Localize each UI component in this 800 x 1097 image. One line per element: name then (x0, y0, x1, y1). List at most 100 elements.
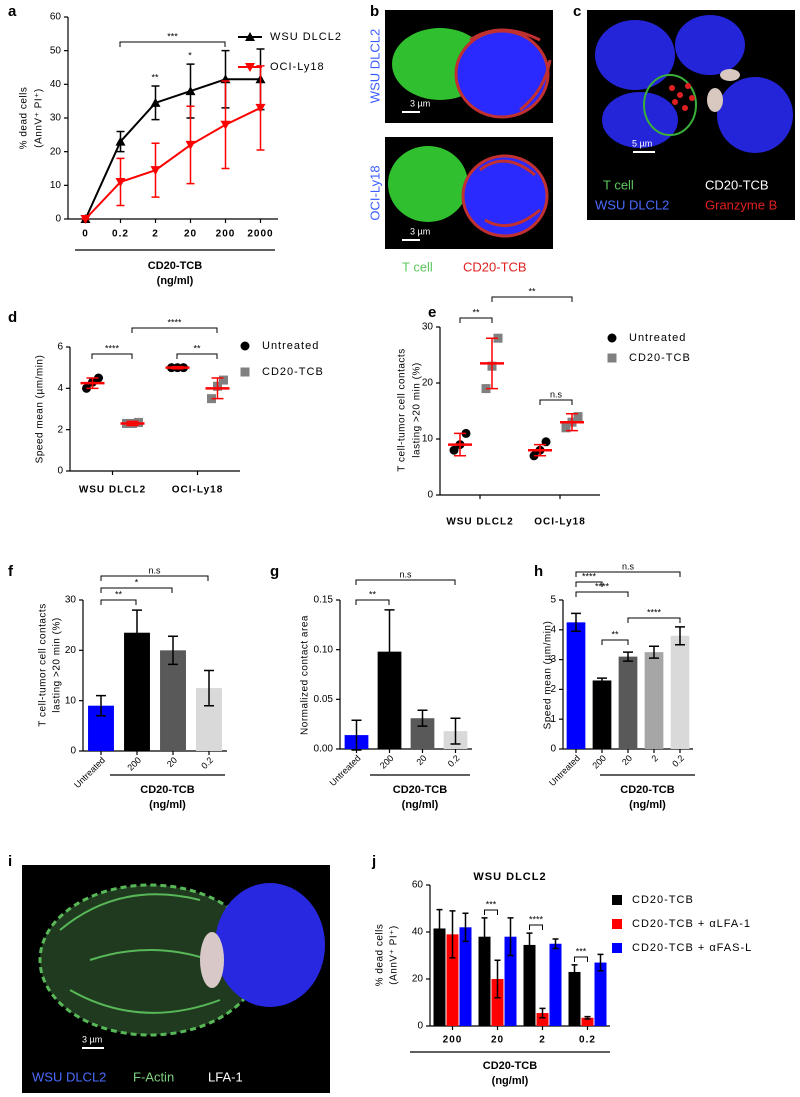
significance-bracket (119, 41, 226, 47)
y-axis-label: % dead cells (19, 87, 30, 150)
image-legend: WSU DLCL2 (32, 1069, 106, 1084)
y-tick-label: 20 (422, 378, 434, 389)
bar (377, 651, 402, 749)
error-bar (486, 337, 498, 390)
panel-letter: b (370, 3, 379, 20)
y-tick-label: 40 (412, 927, 424, 938)
x-tick-label: 0.2 (670, 753, 686, 769)
bar (581, 1017, 594, 1026)
point (219, 375, 228, 385)
panel-letter: j (371, 853, 376, 870)
y-tick-label: 2 (57, 424, 63, 435)
error-bar (211, 377, 224, 400)
bar (459, 927, 472, 1026)
significance-bracket (575, 571, 681, 577)
error-bar (450, 717, 461, 745)
point (561, 423, 571, 433)
x-tick-label: OCI-Ly18 (172, 485, 224, 496)
image-legend: Granzyme B (705, 197, 777, 212)
x-axis-label: (ng/ml) (157, 275, 194, 287)
x-tick-label: 200 (216, 229, 236, 240)
significance-label: **** (529, 914, 544, 924)
point (185, 86, 196, 96)
legend-marker (607, 353, 617, 363)
y-tick-label: 50 (50, 45, 62, 56)
image-legend: T cell (603, 177, 634, 192)
y-axis-label: lasting >20 min (%) (412, 362, 423, 457)
point (80, 215, 91, 224)
y-axis-label: % dead cells (375, 924, 386, 987)
legend-label: CD20-TCB (629, 352, 691, 364)
x-tick-label: WSU DLCL2 (79, 485, 146, 496)
significance-bracket (91, 353, 133, 359)
panel-letter: a (8, 3, 17, 20)
bar (478, 936, 491, 1026)
scale-bar-label: 5 µm (632, 138, 652, 148)
significance-bracket (574, 956, 588, 962)
bar (644, 652, 664, 749)
panel-letter: g (270, 563, 279, 580)
bar (523, 944, 536, 1026)
error-bar (552, 938, 559, 950)
significance-bracket (484, 909, 498, 915)
y-tick-label: 4 (57, 383, 63, 394)
significance-bracket (627, 617, 681, 623)
significance-label: ** (528, 286, 536, 296)
x-axis-label: (ng/ml) (492, 1075, 529, 1087)
significance-label: ** (193, 343, 201, 353)
x-tick-label: 200 (443, 1035, 463, 1046)
y-tick-label: 0 (55, 214, 61, 225)
significance-label: **** (105, 343, 120, 353)
panel-letter: i (8, 853, 12, 870)
x-tick-label: 20 (620, 753, 634, 767)
significance-bracket (529, 924, 543, 930)
y-axis-label: Speed mean (µm/min) (543, 621, 554, 730)
legend-marker (240, 341, 250, 351)
error-bar (126, 420, 139, 427)
y-tick-label: 4 (550, 624, 556, 635)
y-tick-label: 5 (550, 595, 556, 606)
y-axis-label: Normalized contact area (300, 615, 311, 735)
y-tick-label: 0 (70, 746, 76, 757)
error-bar (171, 365, 184, 370)
image-b-bottom (385, 137, 553, 249)
point (115, 177, 126, 187)
legend-marker (607, 333, 617, 343)
error-bar (539, 1007, 546, 1019)
error-bar (454, 432, 466, 457)
error-bar (204, 669, 214, 707)
image-legend: CD20-TCB (705, 177, 769, 192)
point (150, 166, 161, 176)
error-bar (96, 694, 106, 717)
y-tick-label: 10 (65, 695, 77, 706)
bar (592, 680, 612, 749)
error-bar (436, 908, 443, 949)
y-tick-label: 60 (412, 880, 424, 891)
x-tick-label: OCI-Ly18 (534, 517, 586, 528)
image-legend: WSU DLCL2 (595, 197, 669, 212)
significance-label: *** (167, 31, 178, 41)
cell-line-label: OCI-Ly18 (367, 165, 382, 220)
panel-letter: c (573, 3, 581, 20)
chart-title: WSU DLCL2 (473, 871, 546, 883)
significance-label: ** (369, 589, 377, 599)
significance-label: n.s (148, 565, 161, 575)
y-tick-label: 0.00 (314, 744, 334, 755)
legend-label: CD20-TCB (262, 366, 324, 378)
series-line (84, 78, 261, 220)
x-tick-label: 20 (414, 753, 428, 767)
error-bar (571, 612, 581, 633)
significance-label: * (135, 577, 139, 587)
error-bar (675, 626, 685, 646)
x-tick-label: 0 (82, 229, 89, 240)
y-tick-label: 30 (50, 113, 62, 124)
y-tick-label: 30 (65, 595, 77, 606)
y-tick-label: 0 (550, 744, 556, 755)
significance-label: n.s (550, 389, 563, 399)
significance-bracket (355, 599, 390, 605)
y-tick-label: 2 (550, 684, 556, 695)
point (449, 445, 459, 455)
image-legend: LFA-1 (208, 1069, 243, 1084)
image-i (22, 865, 330, 1093)
significance-label: **** (582, 571, 597, 581)
